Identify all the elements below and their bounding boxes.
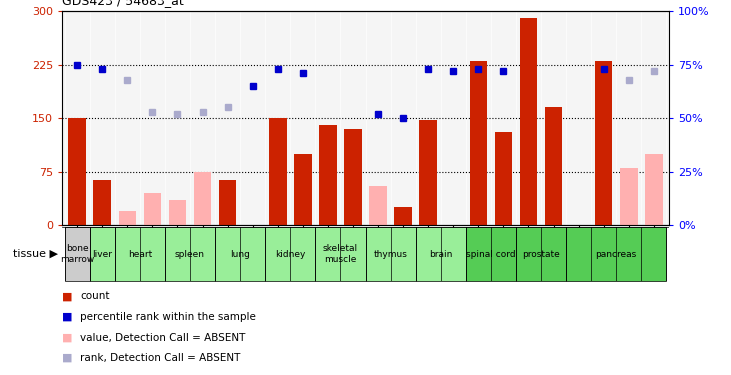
Bar [265,227,315,281]
Bar [369,186,387,225]
Text: skeletal
muscle: skeletal muscle [323,244,358,264]
Text: heart: heart [128,250,152,259]
Bar [595,61,613,225]
Text: prostate: prostate [522,250,560,259]
Bar [64,227,90,281]
Bar [645,154,662,225]
Text: kidney: kidney [275,250,306,259]
Bar [344,129,362,225]
Text: ■: ■ [62,353,72,363]
Text: bone
marrow: bone marrow [60,244,94,264]
Bar [469,61,487,225]
Bar [520,18,537,225]
Bar [315,227,366,281]
Text: tissue ▶: tissue ▶ [13,249,58,259]
Bar [545,107,562,225]
Bar [420,120,437,225]
Bar [495,132,512,225]
Bar [169,200,186,225]
Text: ■: ■ [62,291,72,301]
Text: percentile rank within the sample: percentile rank within the sample [80,312,257,322]
Bar [143,193,161,225]
Bar [416,227,466,281]
Bar [90,227,115,281]
Bar [366,227,416,281]
Text: ■: ■ [62,333,72,342]
Text: GDS423 / 54683_at: GDS423 / 54683_at [62,0,184,8]
Bar [394,207,412,225]
Text: spleen: spleen [175,250,205,259]
Text: ■: ■ [62,312,72,322]
Bar [466,227,516,281]
Bar [516,227,566,281]
Text: liver: liver [92,250,113,259]
Bar [94,180,111,225]
Bar [219,180,236,225]
Bar [115,227,165,281]
Text: lung: lung [230,250,250,259]
Text: value, Detection Call = ABSENT: value, Detection Call = ABSENT [80,333,246,342]
Bar [319,125,337,225]
Bar [165,227,215,281]
Bar [566,227,667,281]
Text: thymus: thymus [374,250,407,259]
Bar [118,211,136,225]
Text: count: count [80,291,110,301]
Bar [269,118,287,225]
Text: rank, Detection Call = ABSENT: rank, Detection Call = ABSENT [80,353,240,363]
Text: spinal cord: spinal cord [466,250,515,259]
Bar [294,154,311,225]
Text: pancreas: pancreas [596,250,637,259]
Bar [620,168,637,225]
Text: brain: brain [429,250,452,259]
Bar [69,118,86,225]
Bar [194,172,211,225]
Bar [215,227,265,281]
